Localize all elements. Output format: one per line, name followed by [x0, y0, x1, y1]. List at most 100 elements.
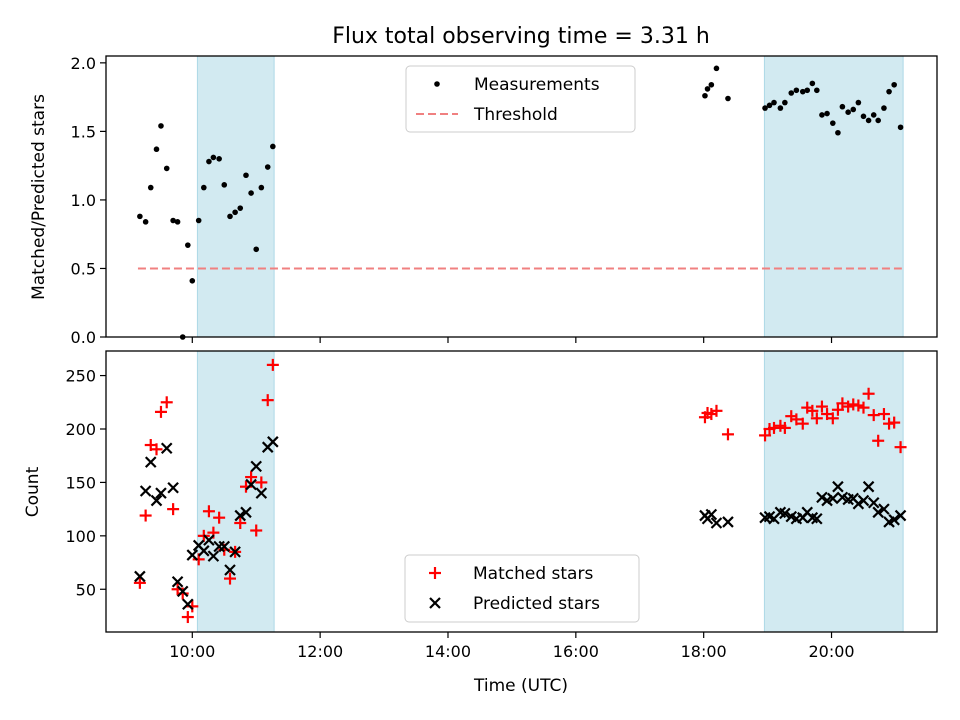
predicted-star-point [888, 514, 900, 526]
measurement-point [771, 99, 777, 106]
predicted-star-point [150, 494, 163, 507]
legend-measurements-label: Measurements [474, 75, 600, 95]
x-tick-label: 18:00 [681, 642, 727, 661]
measurement-point [258, 184, 265, 191]
matched-star-point [181, 611, 194, 624]
matched-star-point [133, 576, 146, 589]
matched-star-point [266, 358, 279, 371]
measurement-point [804, 87, 811, 94]
measurement-point [777, 105, 784, 111]
measurement-point [886, 88, 892, 95]
matched-star-point [815, 400, 828, 413]
legend-predicted-label: Predicted stars [473, 594, 600, 614]
top-legend: Measurements Threshold [405, 65, 636, 133]
matched-stars-series [133, 358, 907, 624]
matched-star-point [842, 400, 855, 413]
measurement-point [210, 154, 217, 161]
measurement-point [766, 102, 773, 109]
measurement-point [782, 99, 788, 106]
matched-star-point [867, 409, 880, 422]
measurement-point [221, 182, 228, 188]
predicted-star-point [176, 585, 189, 598]
matched-star-point [831, 403, 844, 416]
measurement-point [264, 164, 271, 170]
predicted-star-point [852, 498, 865, 510]
measurement-point [253, 246, 260, 253]
matched-star-point [872, 434, 885, 447]
top-y-tick-label: 0.0 [71, 328, 96, 347]
x-tick-label: 20:00 [808, 642, 854, 661]
predicted-star-point [862, 480, 875, 493]
matched-star-point [862, 387, 875, 400]
matched-star-point [888, 416, 901, 429]
matched-star-point [202, 505, 215, 518]
shaded-interval-1 [763, 55, 904, 338]
bottom-y-tick-label: 50 [76, 580, 96, 599]
top-y-ticks: 0.0 0.5 1.0 1.5 2.0 [71, 54, 106, 347]
measurement-point [195, 217, 202, 224]
predicted-star-point [134, 570, 146, 583]
matched-star-point [894, 441, 907, 454]
predicted-star-point [240, 506, 252, 519]
top-legend-box [405, 65, 636, 133]
matched-star-point [767, 421, 780, 434]
bottom-axes-frame [105, 350, 938, 633]
matched-star-point [877, 408, 890, 421]
predicted-star-point [878, 503, 890, 515]
legend-matched-marker [429, 567, 441, 579]
measurement-point [142, 219, 149, 225]
predicted-stars-series [134, 436, 907, 610]
top-x-ticks [191, 337, 833, 343]
predicted-star-point [229, 546, 241, 558]
predicted-star-point [245, 478, 257, 491]
matched-star-point [245, 471, 258, 484]
predicted-star-point [182, 598, 194, 610]
x-tick-label: 12:00 [297, 642, 343, 661]
measurement-point [174, 219, 181, 225]
measurement-point [147, 184, 154, 191]
legend-threshold-label: Threshold [473, 105, 558, 125]
measurement-point [137, 213, 143, 220]
measurement-point [875, 117, 881, 124]
measurement-point [270, 143, 276, 150]
measurement-point [850, 106, 857, 113]
x-axis-label: Time (UTC) [473, 676, 568, 696]
top-y-tick-label: 1.5 [71, 122, 96, 141]
predicted-star-point [705, 508, 718, 521]
measurement-point [153, 146, 160, 153]
matched-star-point [810, 412, 823, 425]
measurement-point [845, 109, 851, 115]
measurement-point [860, 113, 867, 120]
matched-star-point [150, 443, 163, 456]
predicted-star-point [203, 534, 215, 546]
measurement-point [881, 105, 887, 111]
bottom-y-tick-label: 150 [65, 473, 96, 492]
matched-star-point [250, 524, 263, 537]
matched-star-point [255, 476, 268, 489]
matched-star-point [721, 428, 734, 441]
matched-star-point [857, 401, 870, 414]
predicted-star-point [827, 492, 839, 505]
measurement-point [216, 156, 222, 162]
measurement-point [702, 92, 708, 99]
legend-measurements-marker [434, 81, 440, 87]
x-tick-label: 16:00 [553, 642, 599, 661]
legend-predicted-marker [429, 597, 441, 609]
matched-star-point [261, 394, 274, 407]
matched-star-point [154, 405, 167, 418]
matched-star-point [826, 412, 839, 425]
bottom-y-tick-label: 200 [65, 420, 96, 439]
measurements-series [137, 65, 904, 340]
predicted-star-point [894, 509, 907, 522]
measurement-point [891, 81, 897, 88]
predicted-star-point [779, 507, 791, 520]
matched-star-point [852, 399, 865, 412]
bottom-shaded-intervals [196, 350, 904, 633]
predicted-star-point [171, 576, 184, 588]
measurement-point [201, 184, 207, 191]
predicted-star-point [167, 481, 179, 494]
measurement-point [185, 242, 191, 248]
legend-matched-label: Matched stars [473, 564, 593, 584]
measurement-point [819, 112, 825, 118]
